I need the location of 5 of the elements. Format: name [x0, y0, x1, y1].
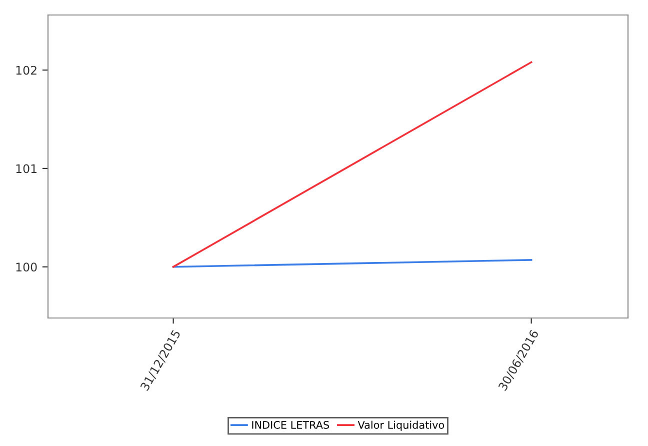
legend-label: INDICE LETRAS [252, 420, 330, 429]
y-tick-label: 100 [16, 262, 37, 272]
legend-label: Valor Liquidativo [358, 420, 444, 431]
y-tick-label: 101 [16, 164, 36, 174]
y-tick-label: 102 [16, 66, 36, 75]
